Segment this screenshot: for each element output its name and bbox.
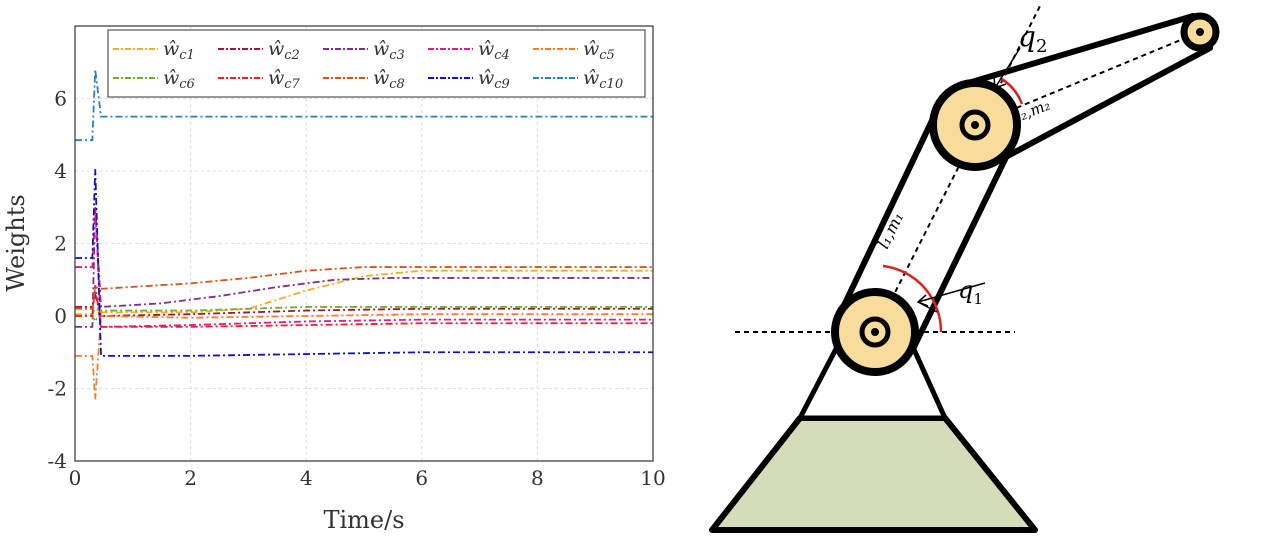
angle-q2-arc <box>999 76 1024 105</box>
robot-arm-diagram: q1 q2 l₁,m₁ l₂,m₂ <box>709 5 1220 533</box>
weights-chart: 0 2 4 6 8 10 -4 -2 0 2 4 6 ŵc1 ŵc2 ŵc3 ŵc4 ŵc5 ŵc6 ŵc7 ŵc8… <box>2 25 666 534</box>
y-tick-label: 0 <box>54 304 67 328</box>
y-tick-label: -4 <box>48 449 67 473</box>
legend-label-c1: ŵc1 <box>163 38 195 63</box>
base <box>709 415 1038 533</box>
legend: ŵc1 ŵc2 ŵc3 ŵc4 ŵc5 ŵc6 ŵc7 ŵc8 ŵc9 ŵc10 <box>107 29 646 98</box>
q2-label: q2 <box>1018 20 1047 57</box>
link-1-axis <box>874 5 1041 333</box>
legend-label-c9: ŵc9 <box>478 67 510 92</box>
series-line-c10 <box>75 69 653 142</box>
legend-label-c4: ŵc4 <box>478 38 510 63</box>
y-tick-label: -2 <box>48 377 67 401</box>
x-tick-label: 4 <box>300 466 313 490</box>
series-line-c4 <box>75 207 653 328</box>
series-line-c6 <box>75 306 653 324</box>
y-tick-label: 4 <box>54 159 67 183</box>
series-line-c9 <box>75 169 653 357</box>
tick-labels: 0 2 4 6 8 10 -4 -2 0 2 4 6 <box>48 87 666 491</box>
y-tick-label: 6 <box>54 87 67 111</box>
angle-q1-arc <box>882 264 943 333</box>
series-line-c5 <box>75 313 653 400</box>
x-tick-label: 2 <box>184 466 197 490</box>
x-tick-label: 10 <box>640 466 665 490</box>
series-line-c1 <box>75 269 653 316</box>
legend-box <box>107 29 646 98</box>
q1-arrow <box>916 282 986 313</box>
series-line-c7 <box>75 285 653 328</box>
y-axis-label: Weights <box>2 194 30 291</box>
legend-label-c10: ŵc10 <box>583 67 623 92</box>
series-line-c8 <box>75 266 653 310</box>
axes-box <box>74 25 654 462</box>
end-joint-pin <box>1196 28 1204 36</box>
q2-arrow <box>993 47 1021 90</box>
series-line-c3 <box>75 207 653 328</box>
legend-label-c8: ŵc8 <box>373 67 405 92</box>
legend-label-c7: ŵc7 <box>268 67 301 92</box>
x-axis-label: Time/s <box>323 506 404 534</box>
x-tick-label: 0 <box>69 466 82 490</box>
joint-2-hub <box>959 109 991 141</box>
joint-1-hub <box>859 316 891 348</box>
legend-label-c2: ŵc2 <box>268 38 300 63</box>
series-lines <box>75 69 653 400</box>
joint-1-pin <box>871 328 879 336</box>
legend-label-c3: ŵc3 <box>373 38 405 63</box>
y-tick-label: 2 <box>54 232 67 256</box>
joint-2-pin <box>971 121 979 129</box>
q1-label: q1 <box>958 276 983 308</box>
legend-label-c6: ŵc6 <box>163 67 195 92</box>
x-tick-label: 6 <box>415 466 428 490</box>
legend-label-c5: ŵc5 <box>583 38 615 63</box>
x-tick-label: 8 <box>531 466 544 490</box>
